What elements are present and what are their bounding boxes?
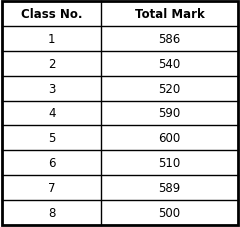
Text: 3: 3 (48, 82, 55, 95)
Text: 2: 2 (48, 58, 55, 71)
Text: 500: 500 (158, 206, 180, 219)
Text: 589: 589 (158, 181, 180, 194)
Text: 5: 5 (48, 132, 55, 145)
Text: 600: 600 (158, 132, 180, 145)
Text: 590: 590 (158, 107, 180, 120)
Text: Class No.: Class No. (21, 8, 83, 21)
Text: Total Mark: Total Mark (134, 8, 204, 21)
Text: 8: 8 (48, 206, 55, 219)
Text: 7: 7 (48, 181, 55, 194)
Text: 1: 1 (48, 33, 55, 46)
Text: 510: 510 (158, 156, 180, 169)
Text: 6: 6 (48, 156, 55, 169)
Text: 4: 4 (48, 107, 55, 120)
Text: 586: 586 (158, 33, 180, 46)
Text: 540: 540 (158, 58, 180, 71)
Text: 520: 520 (158, 82, 180, 95)
